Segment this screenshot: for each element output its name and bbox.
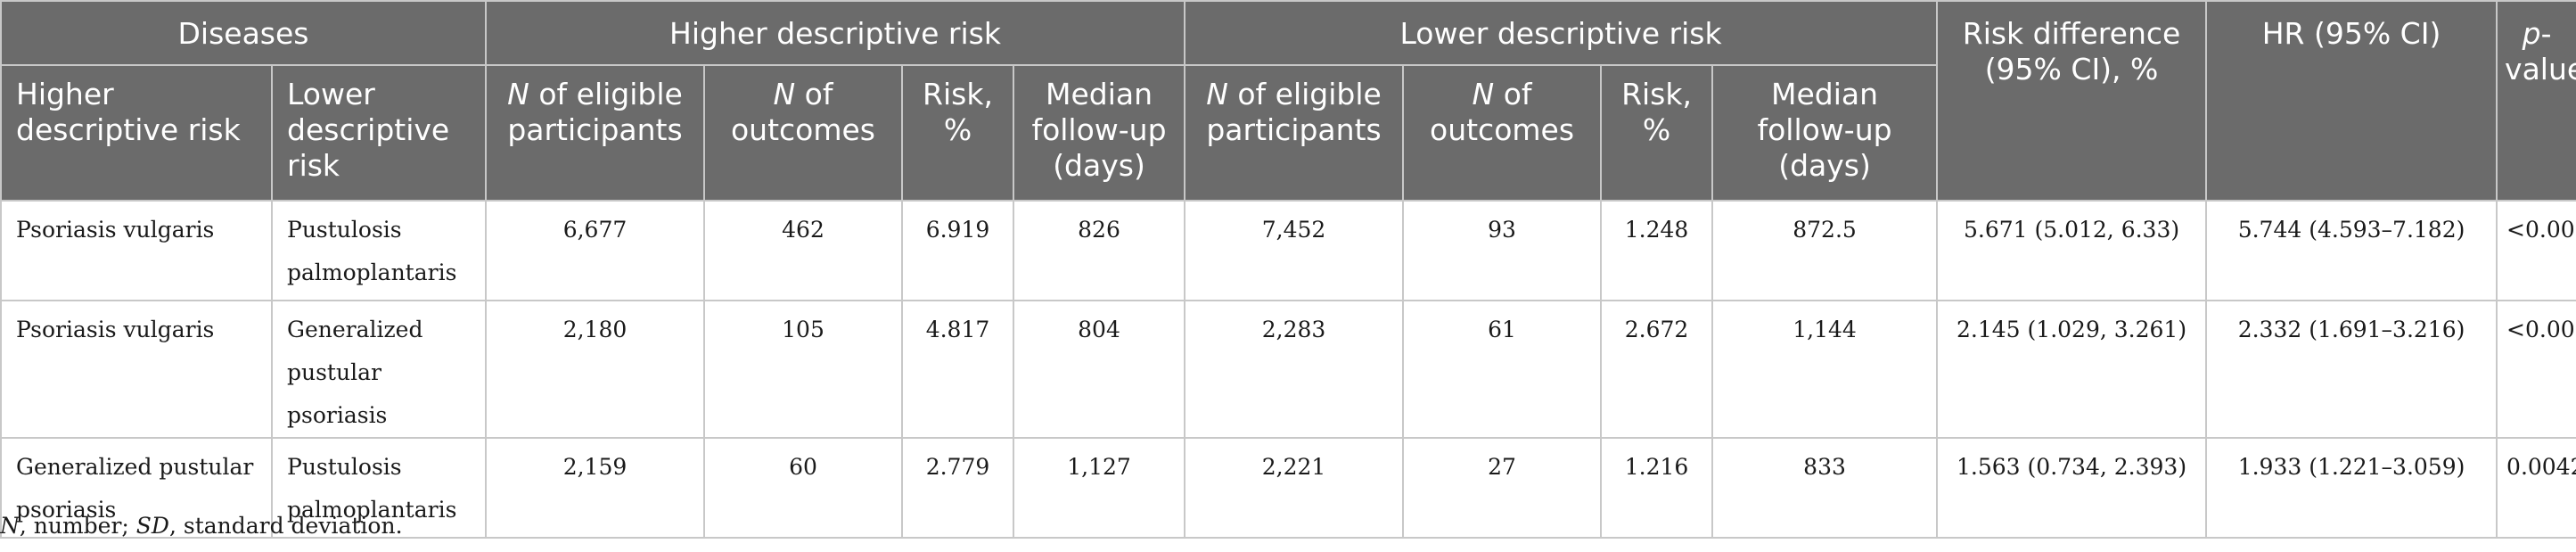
cell-p-value: <0.0001: [2496, 200, 2576, 301]
eligible-label: of eligible participants: [1206, 77, 1382, 147]
cell-higher-disease: Generalized pustular psoriasis: [0, 437, 273, 539]
header-lower-median: Median follow-up (days): [1711, 64, 1939, 202]
cell-lower-risk: 1.216: [1600, 437, 1714, 539]
cell-lower-risk: 1.248: [1600, 200, 1714, 301]
header-diseases: Diseases: [0, 0, 487, 66]
header-higher-outcomes: N of outcomes: [703, 64, 903, 202]
cell-higher-median: 1,127: [1012, 437, 1186, 539]
header-risk-difference: Risk difference (95% CI), %: [1936, 0, 2208, 202]
cell-risk-difference: 5.671 (5.012, 6.33): [1936, 200, 2208, 301]
cell-higher-median: 804: [1012, 300, 1186, 439]
cell-risk-difference: 1.563 (0.734, 2.393): [1936, 437, 2208, 539]
p-symbol: p: [2522, 16, 2541, 51]
table-header: Diseases Higher descriptive risk Lower d…: [0, 0, 2576, 202]
footnote-sd-symbol: SD: [135, 513, 169, 539]
cell-lower-disease: Generalized pustular psoriasis: [271, 300, 487, 439]
n-symbol: N: [773, 77, 796, 111]
table-row: Psoriasis vulgaris Pustulosis palmoplant…: [0, 200, 2576, 301]
cell-higher-disease: Psoriasis vulgaris: [0, 300, 273, 439]
cell-higher-median: 826: [1012, 200, 1186, 301]
header-hr: HR (95% CI): [2205, 0, 2498, 202]
header-lower-risk-disease: Lower descriptive risk: [271, 64, 487, 202]
cell-higher-eligible: 2,159: [485, 437, 705, 539]
header-lower-risk-pct: Risk, %: [1600, 64, 1714, 202]
outcomes-label: of outcomes: [1430, 77, 1575, 147]
outcomes-label: of outcomes: [730, 77, 876, 147]
cell-p-value: 0.0042: [2496, 437, 2576, 539]
cell-higher-outcomes: 60: [703, 437, 903, 539]
footnote-n-symbol: N: [0, 513, 20, 539]
header-lower-outcomes: N of outcomes: [1402, 64, 1603, 202]
n-symbol: N: [1206, 77, 1228, 111]
cell-lower-disease: Pustulosis palmoplantaris: [271, 200, 487, 301]
header-higher-median: Median follow-up (days): [1012, 64, 1186, 202]
cell-lower-median: 833: [1711, 437, 1939, 539]
cell-hr: 1.933 (1.221–3.059): [2205, 437, 2498, 539]
cell-higher-eligible: 2,180: [485, 300, 705, 439]
cell-higher-risk: 6.919: [901, 200, 1014, 301]
cell-lower-median: 872.5: [1711, 200, 1939, 301]
p-suffix: -value: [2505, 16, 2576, 87]
cell-risk-difference: 2.145 (1.029, 3.261): [1936, 300, 2208, 439]
header-lower-risk: Lower descriptive risk: [1184, 0, 1939, 66]
cell-lower-eligible: 2,283: [1184, 300, 1405, 439]
footnote-n-text: , number;: [19, 513, 136, 539]
cell-hr: 2.332 (1.691–3.216): [2205, 300, 2498, 439]
table-body: Psoriasis vulgaris Pustulosis palmoplant…: [0, 200, 2576, 539]
cell-higher-risk: 4.817: [901, 300, 1014, 439]
cell-lower-eligible: 7,452: [1184, 200, 1405, 301]
header-row-groups: Diseases Higher descriptive risk Lower d…: [0, 0, 2576, 202]
table-row: Psoriasis vulgaris Generalized pustular …: [0, 300, 2576, 439]
cell-lower-eligible: 2,221: [1184, 437, 1405, 539]
cell-p-value: <0.0001: [2496, 300, 2576, 439]
cell-lower-risk: 2.672: [1600, 300, 1714, 439]
cell-hr: 5.744 (4.593–7.182): [2205, 200, 2498, 301]
cell-lower-outcomes: 27: [1402, 437, 1603, 539]
header-row-columns: Higher descriptive risk Lower descriptiv…: [0, 64, 2576, 202]
cell-higher-outcomes: 105: [703, 300, 903, 439]
cell-higher-eligible: 6,677: [485, 200, 705, 301]
cell-lower-disease: Pustulosis palmoplantaris: [271, 437, 487, 539]
footnote-sd-text: , standard deviation.: [168, 513, 403, 539]
header-higher-risk: Higher descriptive risk: [484, 0, 1186, 66]
results-table: Diseases Higher descriptive risk Lower d…: [0, 0, 2576, 539]
table-row: Generalized pustular psoriasis Pustulosi…: [0, 437, 2576, 539]
table-footnote: N, number; SD, standard deviation.: [0, 513, 403, 539]
cell-higher-disease: Psoriasis vulgaris: [0, 200, 273, 301]
cell-higher-outcomes: 462: [703, 200, 903, 301]
header-higher-risk-disease: Higher descriptive risk: [0, 64, 273, 202]
cell-lower-outcomes: 93: [1402, 200, 1603, 301]
header-lower-eligible: N of eligible participants: [1184, 64, 1405, 202]
n-symbol: N: [1472, 77, 1495, 111]
cell-lower-median: 1,144: [1711, 300, 1939, 439]
cell-higher-risk: 2.779: [901, 437, 1014, 539]
header-higher-risk-pct: Risk, %: [901, 64, 1014, 202]
header-higher-eligible: N of eligible participants: [485, 64, 705, 202]
eligible-label: of eligible participants: [507, 77, 683, 147]
n-symbol: N: [507, 77, 529, 111]
header-p-value: p-value: [2496, 0, 2576, 202]
cell-lower-outcomes: 61: [1402, 300, 1603, 439]
